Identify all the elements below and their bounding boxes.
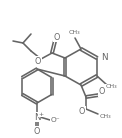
Text: CH₃: CH₃ [105, 84, 117, 90]
Text: O: O [34, 127, 40, 136]
Text: O: O [99, 87, 105, 96]
Text: N: N [34, 112, 40, 121]
Text: O: O [54, 33, 60, 42]
Text: N: N [101, 54, 107, 63]
Text: CH₃: CH₃ [99, 113, 111, 119]
Text: O: O [79, 107, 85, 116]
Text: O⁻: O⁻ [50, 117, 60, 123]
Text: O: O [35, 56, 41, 66]
Text: +: + [38, 112, 44, 116]
Text: CH₃: CH₃ [68, 30, 80, 35]
